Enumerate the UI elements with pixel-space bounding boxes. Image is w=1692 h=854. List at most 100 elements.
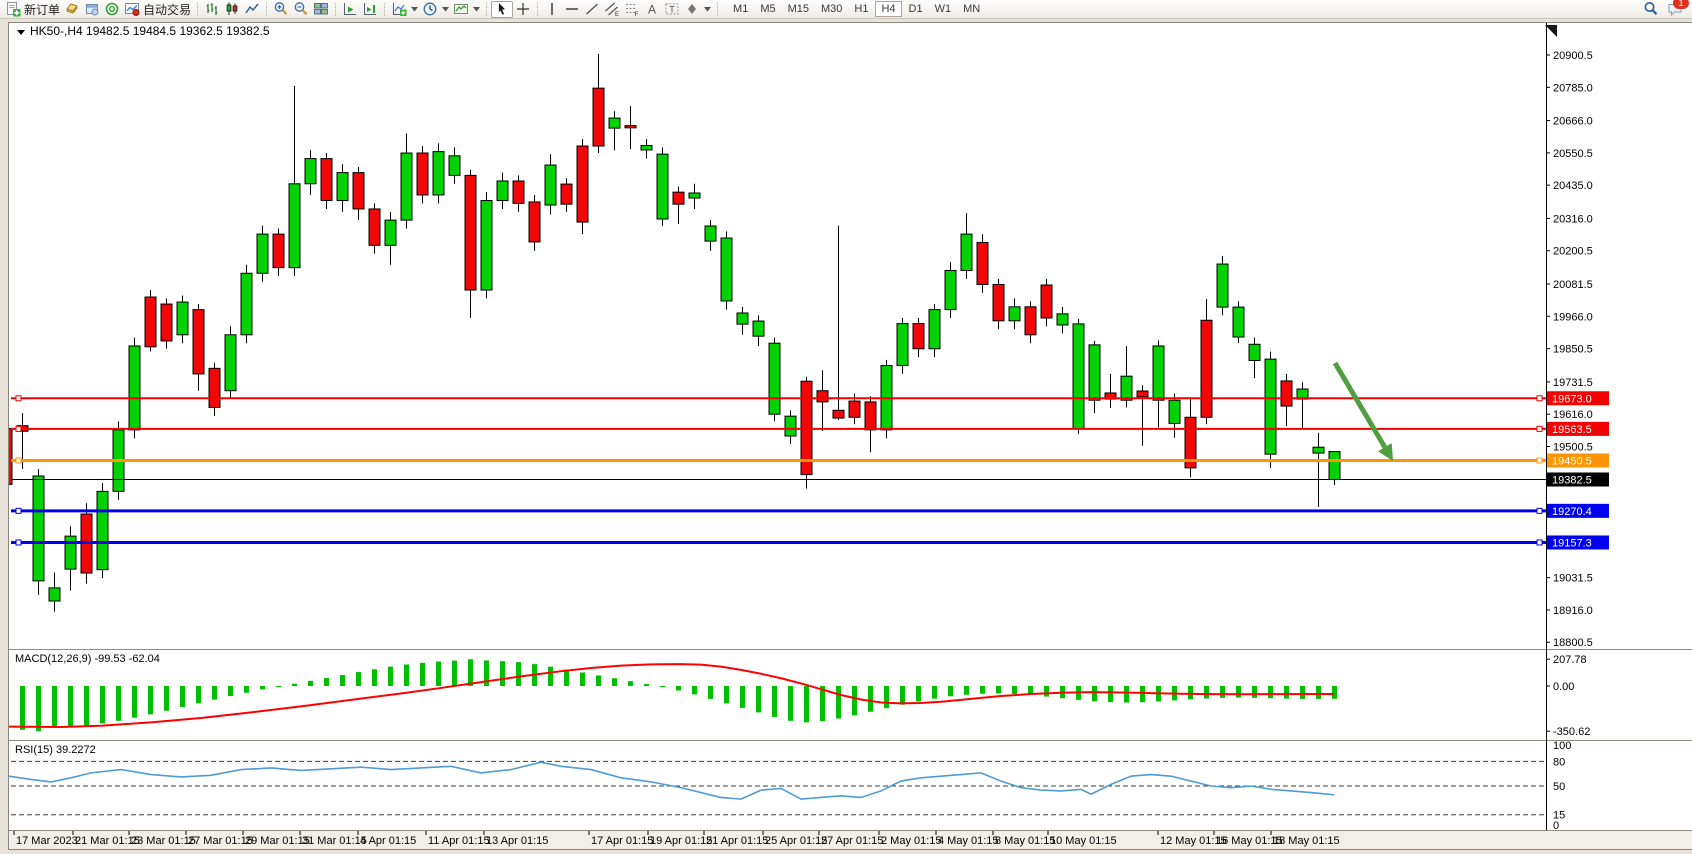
templates-button[interactable] bbox=[451, 1, 482, 18]
line-chart-button[interactable] bbox=[242, 1, 262, 18]
timeframe-button-d1[interactable]: D1 bbox=[908, 3, 923, 15]
line-anchor-handle[interactable] bbox=[15, 395, 22, 402]
toolbar-separator bbox=[335, 2, 337, 16]
navigator-button[interactable] bbox=[102, 1, 122, 18]
macd-histogram-bar bbox=[756, 686, 761, 713]
fibo-glyph: F bbox=[635, 11, 639, 17]
price-badge-label: 19673.0 bbox=[1552, 393, 1592, 405]
candle bbox=[1040, 284, 1053, 319]
zoom-in-button[interactable] bbox=[271, 1, 291, 18]
tile-windows-button[interactable] bbox=[311, 1, 331, 18]
candle bbox=[832, 409, 845, 419]
macd-histogram-bar bbox=[132, 686, 137, 718]
auto-scroll-button[interactable] bbox=[340, 1, 360, 18]
crosshair-tool-button[interactable] bbox=[513, 1, 533, 18]
line-anchor-handle[interactable] bbox=[1536, 507, 1543, 514]
shapes-tool-button[interactable] bbox=[682, 1, 713, 18]
time-axis-label: 18 May 01:15 bbox=[1273, 835, 1340, 847]
channel-tool-button[interactable]: E bbox=[602, 1, 622, 18]
candle bbox=[992, 283, 1005, 322]
line-anchor-handle[interactable] bbox=[15, 507, 22, 514]
timeframe-button-m30[interactable]: M30 bbox=[821, 3, 843, 15]
candle bbox=[336, 172, 349, 202]
time-axis[interactable] bbox=[9, 831, 1692, 851]
line-anchor-handle[interactable] bbox=[1536, 457, 1543, 464]
cursor-tool-button[interactable] bbox=[491, 0, 514, 18]
candle bbox=[544, 164, 557, 206]
time-axis-label: 16 May 01:15 bbox=[1216, 835, 1283, 847]
macd-histogram-bar bbox=[436, 661, 441, 686]
macd-histogram-bar bbox=[1204, 686, 1209, 699]
candle bbox=[592, 87, 605, 147]
annotation-arrow-head[interactable] bbox=[1377, 443, 1393, 461]
line-anchor-handle[interactable] bbox=[1536, 425, 1543, 432]
text-tool-button[interactable]: A bbox=[642, 1, 662, 18]
candle bbox=[464, 174, 477, 291]
candle bbox=[576, 145, 589, 223]
chart-shift-button[interactable] bbox=[360, 1, 380, 18]
label-tool-button[interactable]: T bbox=[662, 1, 682, 18]
timeframe-button-m15[interactable]: M15 bbox=[787, 3, 809, 15]
macd-histogram-bar bbox=[676, 686, 681, 691]
timeframe-button-h4[interactable]: H4 bbox=[875, 1, 902, 17]
macd-histogram-bar bbox=[612, 678, 617, 686]
chevron-down-icon bbox=[473, 6, 481, 11]
macd-histogram-bar bbox=[308, 680, 313, 686]
chart-shift-marker[interactable] bbox=[1545, 25, 1557, 37]
shapes-icon bbox=[688, 4, 697, 14]
market-watch-button[interactable] bbox=[62, 1, 82, 18]
fibonacci-icon: F bbox=[626, 4, 639, 17]
chart-canvas[interactable]: 20900.5 20785.0 20666.0 20550.5 20435.0 20316… bbox=[0, 23, 1692, 851]
candlestick-chart-button[interactable] bbox=[222, 1, 242, 18]
macd-histogram-bar bbox=[84, 686, 89, 726]
candle bbox=[496, 180, 509, 202]
line-anchor-handle[interactable] bbox=[15, 457, 22, 464]
search-icon[interactable] bbox=[1643, 1, 1659, 17]
macd-histogram-bar bbox=[724, 686, 729, 704]
price-badge-label: 19382.5 bbox=[1552, 474, 1592, 486]
symbol-dropdown-icon[interactable] bbox=[17, 30, 25, 35]
periods-button[interactable] bbox=[420, 1, 451, 18]
price-tick-label: 19031.5 bbox=[1553, 573, 1593, 585]
chat-button[interactable]: 1 bbox=[1667, 0, 1689, 17]
price-badge bbox=[1547, 535, 1609, 550]
candle bbox=[624, 125, 637, 129]
timeframe-button-mn[interactable]: MN bbox=[963, 3, 981, 15]
macd-histogram-bar bbox=[932, 686, 937, 699]
candle bbox=[848, 400, 861, 418]
market-watch-icon bbox=[66, 3, 78, 14]
trendline-tool-button[interactable] bbox=[582, 1, 602, 18]
line-anchor-handle[interactable] bbox=[1536, 539, 1543, 546]
macd-histogram-bar bbox=[804, 686, 809, 723]
timeframe-button-m5[interactable]: M5 bbox=[760, 3, 776, 15]
macd-histogram-bar bbox=[996, 686, 1001, 694]
timeframe-button-w1[interactable]: W1 bbox=[934, 3, 952, 15]
macd-histogram-bar bbox=[772, 686, 777, 717]
time-axis-label: 23 Mar 01:15 bbox=[131, 835, 196, 847]
new-order-button[interactable]: 新订单 bbox=[3, 1, 62, 18]
time-axis-label: 29 Mar 01:15 bbox=[245, 835, 310, 847]
line-anchor-handle[interactable] bbox=[1536, 395, 1543, 402]
horizontal-line-tool-button[interactable] bbox=[562, 1, 582, 18]
zoom-out-button[interactable] bbox=[291, 1, 311, 18]
fibonacci-tool-button[interactable]: F bbox=[622, 1, 642, 18]
clock-icon bbox=[423, 2, 437, 16]
indicators-button[interactable] bbox=[389, 1, 420, 18]
label-glyph: T bbox=[669, 5, 675, 15]
bar-chart-button[interactable] bbox=[202, 1, 222, 18]
line-anchor-handle[interactable] bbox=[15, 425, 22, 432]
macd-histogram-bar bbox=[452, 660, 457, 686]
macd-histogram-bar bbox=[356, 672, 361, 686]
price-badge-label: 19270.4 bbox=[1552, 506, 1592, 518]
vertical-line-tool-button[interactable] bbox=[542, 1, 562, 18]
channel-glyph: E bbox=[615, 12, 619, 17]
navigator-icon bbox=[105, 2, 119, 16]
toolbar-separator bbox=[486, 2, 488, 16]
data-window-button[interactable] bbox=[82, 1, 102, 18]
annotation-arrow-shaft[interactable] bbox=[1332, 361, 1388, 449]
macd-histogram-bar bbox=[1316, 686, 1321, 699]
auto-trading-button[interactable]: 自动交易 bbox=[122, 1, 193, 18]
timeframe-button-h1[interactable]: H1 bbox=[854, 3, 869, 15]
line-anchor-handle[interactable] bbox=[15, 539, 22, 546]
timeframe-button-m1[interactable]: M1 bbox=[733, 3, 749, 15]
